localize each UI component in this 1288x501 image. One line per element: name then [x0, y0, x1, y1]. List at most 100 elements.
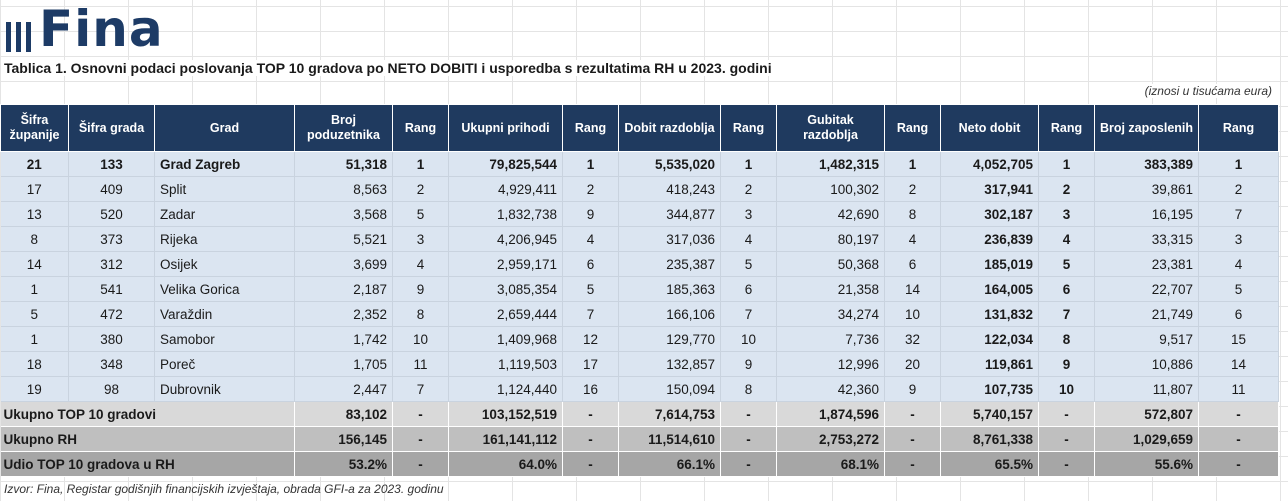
table-cell: 6 [1198, 301, 1279, 327]
summary-cell: - [392, 401, 449, 427]
summary-cell: 83,102 [294, 401, 393, 427]
table-cell: 348 [68, 351, 155, 377]
summary-cell: 68.1% [776, 451, 885, 477]
summary-row: Ukupno TOP 10 gradovi 83,102-103,152,519-… [0, 401, 1279, 427]
table-cell: 4 [884, 226, 941, 252]
table-cell: 133 [68, 151, 155, 177]
column-header: Rang [720, 104, 777, 152]
table-cell: 1 [1198, 151, 1279, 177]
table-cell: 6 [884, 251, 941, 277]
column-header: Rang [562, 104, 619, 152]
table-cell: 10 [720, 326, 777, 352]
column-header: Broj poduzetnika [294, 104, 393, 152]
table-cell: 1,119,503 [448, 351, 563, 377]
table-cell: Poreč [154, 351, 295, 377]
table-cell: 1,124,440 [448, 376, 563, 402]
table-cell: 23,381 [1094, 251, 1199, 277]
table-cell: 380 [68, 326, 155, 352]
table-cell: 14 [1198, 351, 1279, 377]
summary-cell: - [884, 451, 941, 477]
table-cell: 7 [1198, 201, 1279, 227]
summary-cell: 65.5% [940, 451, 1039, 477]
column-header: Rang [884, 104, 941, 152]
table-cell: Osijek [154, 251, 295, 277]
table-cell: 2,187 [294, 276, 393, 302]
table-cell: 50,368 [776, 251, 885, 277]
table-cell: 18 [0, 351, 69, 377]
table-cell: 4 [392, 251, 449, 277]
table-cell: 119,861 [940, 351, 1039, 377]
summary-cell: - [1038, 401, 1095, 427]
summary-cell: - [884, 426, 941, 452]
table-cell: 2,352 [294, 301, 393, 327]
table-cell: 7 [1038, 301, 1095, 327]
table-cell: 3,699 [294, 251, 393, 277]
table-cell: 1,409,968 [448, 326, 563, 352]
table-cell: 344,877 [618, 201, 721, 227]
table-cell: 164,005 [940, 276, 1039, 302]
column-header: Rang [1038, 104, 1095, 152]
summary-cell: 2,753,272 [776, 426, 885, 452]
table-cell: 34,274 [776, 301, 885, 327]
table-cell: Samobor [154, 326, 295, 352]
summary-cell: - [392, 426, 449, 452]
table-cell: 9 [562, 201, 619, 227]
table-cell: 20 [884, 351, 941, 377]
table-cell: 1,482,315 [776, 151, 885, 177]
table-cell: 383,389 [1094, 151, 1199, 177]
table-cell: 13 [0, 201, 69, 227]
table-cell: 10 [884, 301, 941, 327]
table-cell: 1,705 [294, 351, 393, 377]
table-cell: 3 [1038, 201, 1095, 227]
table-cell: 11,807 [1094, 376, 1199, 402]
table-cell: 12 [562, 326, 619, 352]
table-cell: 373 [68, 226, 155, 252]
table-cell: 21 [0, 151, 69, 177]
table-cell: Grad Zagreb [154, 151, 295, 177]
summary-label: Ukupno RH [0, 426, 295, 452]
column-header: Ukupni prihodi [448, 104, 563, 152]
fina-logo: Fina [6, 4, 164, 54]
table-cell: 39,861 [1094, 176, 1199, 202]
summary-cell: - [1198, 451, 1279, 477]
table-cell: 9 [884, 376, 941, 402]
table-row: 8 373 Rijeka 5,521 3 4,206,945 4 317,036 4 80,197… [0, 226, 1279, 252]
summary-cell: - [392, 451, 449, 477]
table-cell: 4 [1198, 251, 1279, 277]
table-cell: 80,197 [776, 226, 885, 252]
table-row: 13 520 Zadar 3,568 5 1,832,738 9 344,877 3 42,690… [0, 201, 1279, 227]
table-cell: 3 [720, 201, 777, 227]
data-table: Šifra županije Šifra grada Grad Broj poduze… [0, 104, 1279, 477]
table-cell: 5 [720, 251, 777, 277]
table-cell: Varaždin [154, 301, 295, 327]
summary-cell: - [1198, 401, 1279, 427]
table-cell: 2,659,444 [448, 301, 563, 327]
table-row: 18 348 Poreč 1,705 11 1,119,503 17 132,857 9 12,9… [0, 351, 1279, 377]
table-row: 14 312 Osijek 3,699 4 2,959,171 6 235,387 5 50,36… [0, 251, 1279, 277]
table-cell: 5 [0, 301, 69, 327]
summary-cell: - [1198, 426, 1279, 452]
table-cell: 302,187 [940, 201, 1039, 227]
summary-cell: 66.1% [618, 451, 721, 477]
table-header-row: Šifra županije Šifra grada Grad Broj poduze… [0, 104, 1279, 152]
table-cell: 185,019 [940, 251, 1039, 277]
table-cell: 1,742 [294, 326, 393, 352]
summary-cell: - [1038, 426, 1095, 452]
column-header: Grad [154, 104, 295, 152]
table-cell: 7,736 [776, 326, 885, 352]
table-cell: 1 [0, 276, 69, 302]
table-cell: 33,315 [1094, 226, 1199, 252]
table-cell: 317,941 [940, 176, 1039, 202]
summary-cell: 55.6% [1094, 451, 1199, 477]
table-cell: 11 [1198, 376, 1279, 402]
table-cell: 5 [392, 201, 449, 227]
table-cell: 21,358 [776, 276, 885, 302]
source-note: Izvor: Fina, Registar godišnjih financij… [4, 482, 444, 496]
table-cell: Velika Gorica [154, 276, 295, 302]
table-cell: 10,886 [1094, 351, 1199, 377]
table-cell: 418,243 [618, 176, 721, 202]
table-cell: 131,832 [940, 301, 1039, 327]
summary-cell: 53.2% [294, 451, 393, 477]
table-cell: 2 [884, 176, 941, 202]
column-header: Dobit razdoblja [618, 104, 721, 152]
